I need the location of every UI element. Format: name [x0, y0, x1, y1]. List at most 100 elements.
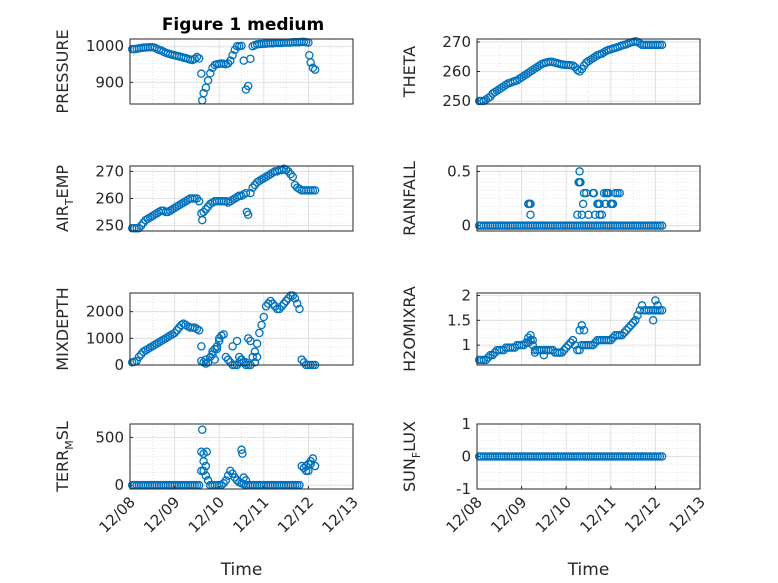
data-point	[198, 425, 207, 434]
data-point	[214, 334, 224, 343]
data-point	[194, 54, 204, 63]
x-tick-label: 12/13	[666, 493, 709, 536]
y-axis-label-part: TERR	[53, 450, 72, 493]
data-point	[619, 328, 629, 337]
subplot-sun-flux: -1 0 1 SUNFLUX 12/08 12/09 12/10 12/11 12/12 12/1…	[400, 415, 709, 580]
data-point	[624, 323, 633, 333]
data-point	[243, 210, 253, 219]
data-point	[557, 348, 566, 357]
data-point	[483, 93, 493, 103]
x-tick-label: 12/12	[621, 493, 664, 536]
data-point	[310, 461, 320, 471]
subplot-pressure: 900 1000 PRESSURE	[53, 29, 354, 114]
data-point	[631, 316, 640, 325]
y-tick-label: 2000	[86, 303, 124, 321]
y-tick-label: 250	[442, 92, 471, 110]
data-point	[246, 54, 255, 64]
data-point	[488, 350, 497, 360]
data-point	[628, 318, 638, 328]
subplot-terr-msl: 0 500 TERRMSL 12/08 12/09 12/10 12/11 12/12 12/1…	[53, 421, 362, 580]
data-point	[606, 335, 616, 345]
subplot-theta: 250 260 270 THETA	[400, 33, 701, 110]
data-point	[199, 207, 208, 217]
y-tick-label: 900	[95, 73, 124, 91]
y-tick-label: 1	[461, 415, 471, 433]
data-point	[481, 355, 491, 365]
data-point	[257, 320, 266, 330]
data-point	[576, 177, 585, 187]
data-point	[248, 352, 257, 362]
x-tick-label: 12/09	[140, 493, 183, 536]
data-point	[190, 54, 199, 64]
data-point	[235, 352, 244, 362]
y-tick-label: 0	[461, 448, 471, 466]
data-point	[241, 188, 251, 198]
data-point	[266, 296, 275, 306]
data-point	[288, 291, 298, 300]
data-point	[573, 210, 582, 219]
x-tick-label: 12/09	[487, 493, 530, 536]
y-axis-label: THETA	[400, 46, 419, 98]
y-axis-label: PRESSURE	[53, 29, 72, 113]
data-point	[575, 67, 584, 76]
data-point	[206, 352, 215, 362]
data-point	[259, 312, 269, 322]
data-point	[657, 306, 667, 315]
y-tick-label: 0	[114, 476, 124, 494]
axes-frame	[476, 423, 701, 490]
y-axis-label-part: LUX	[400, 421, 419, 452]
data-point	[653, 301, 662, 310]
y-axis-label-part: SL	[53, 421, 72, 440]
data-point	[297, 355, 306, 364]
data-point	[617, 330, 627, 340]
data-point	[608, 199, 618, 209]
subplot-rainfall: 0 0.5 RAINFALL	[400, 161, 701, 236]
data-point	[203, 76, 213, 85]
data-point	[194, 326, 204, 335]
data-point	[626, 321, 636, 330]
data-point	[228, 342, 237, 351]
data-point	[241, 358, 251, 367]
data-point	[528, 335, 538, 345]
x-tick-label: 12/11	[229, 493, 272, 536]
data-point	[201, 461, 211, 471]
data-point	[134, 224, 144, 233]
data-point	[268, 299, 277, 308]
data-point	[588, 340, 598, 350]
y-axis-label-part: EMP	[53, 165, 72, 199]
data-point	[226, 56, 235, 65]
data-point	[577, 321, 587, 330]
y-axis-label: H2OMIXRA	[400, 286, 419, 372]
data-point	[526, 199, 535, 209]
data-point	[208, 347, 217, 356]
data-point	[288, 172, 298, 182]
data-point	[221, 352, 231, 362]
data-point	[535, 61, 544, 70]
y-tick-label: 260	[95, 190, 124, 208]
data-point	[568, 335, 578, 345]
x-axis-label: Time	[567, 560, 610, 580]
data-point	[308, 63, 318, 73]
data-point	[622, 325, 631, 335]
data-point	[203, 476, 213, 485]
data-point	[197, 447, 206, 456]
data-point	[275, 304, 284, 314]
data-point	[648, 316, 658, 325]
data-point	[201, 83, 211, 93]
axes-frame	[129, 38, 354, 105]
data-point	[237, 41, 246, 51]
data-point	[657, 221, 667, 230]
axes-frame	[129, 423, 354, 490]
subplot-air-temp: 250 260 270 AIRTEMP	[53, 162, 354, 235]
data-point	[575, 167, 584, 176]
data-point	[134, 352, 144, 362]
x-tick-label: 12/10	[185, 493, 228, 536]
data-point	[573, 65, 582, 75]
data-point	[197, 342, 206, 351]
data-point	[238, 449, 247, 458]
data-point	[290, 294, 300, 303]
x-tick-label: 12/08	[443, 493, 486, 536]
y-tick-label: 1	[461, 336, 471, 354]
data-point	[524, 333, 533, 342]
x-axis-label: Time	[220, 560, 263, 580]
